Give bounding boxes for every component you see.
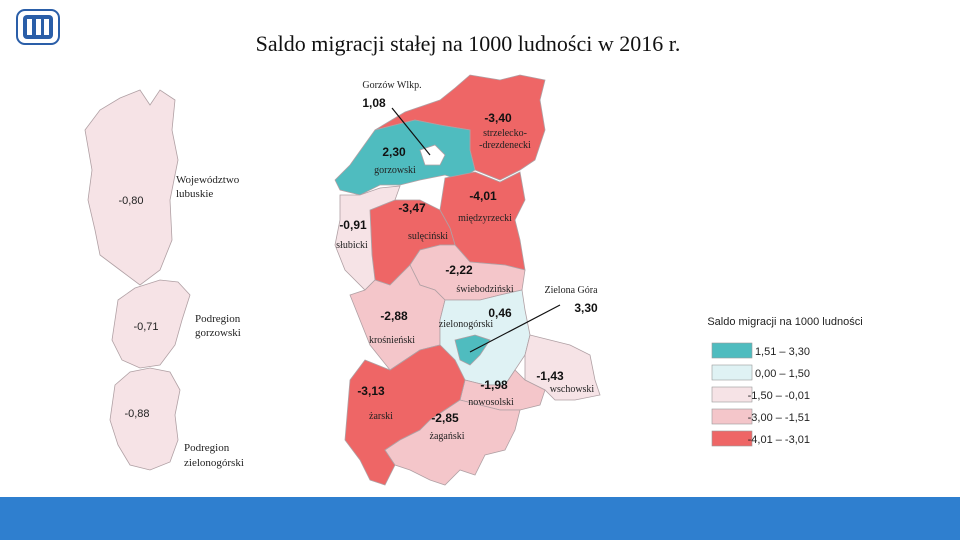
region-name: słubicki: [336, 240, 368, 251]
legend-title: Saldo migracji na 1000 ludności: [707, 316, 862, 328]
region-name: Zielona Góra: [544, 285, 598, 296]
region-value: -3,47: [398, 201, 426, 215]
overview-value: -0,88: [124, 408, 149, 420]
footer-bar: [0, 497, 960, 540]
region: [454, 334, 491, 366]
overview-value: -0,80: [118, 195, 143, 207]
legend-swatch: [711, 386, 753, 403]
leader-line: [391, 107, 431, 156]
region-name: żarski: [369, 411, 393, 422]
region-value: -2,85: [431, 411, 459, 425]
title: Saldo migracji stałej na 1000 ludności w…: [256, 31, 681, 56]
legend-label: -1,50 – -0,01: [748, 390, 810, 402]
region-value: 2,30: [382, 145, 406, 159]
overview-label: Podregion: [195, 313, 241, 325]
region-name: żagański: [430, 431, 465, 442]
overview-label: zielonogórski: [184, 457, 244, 469]
region-name: międzyrzecki: [458, 213, 512, 224]
region-name: świebodziński: [456, 284, 513, 295]
region-map: [334, 74, 601, 486]
region-value: -3,13: [357, 384, 385, 398]
region: [524, 334, 601, 401]
region-name: strzelecko-: [483, 128, 527, 139]
overview-map: [111, 279, 191, 369]
region-name: Gorzów Wlkp.: [362, 80, 421, 91]
region-name: wschowski: [550, 384, 595, 395]
legend-swatch: [711, 430, 753, 447]
overview-label: Województwo: [176, 174, 240, 186]
overview-value: -0,71: [133, 321, 158, 333]
region-value: 3,30: [574, 301, 598, 315]
legend-label: -4,01 – -3,01: [748, 434, 810, 446]
region-name: nowosolski: [468, 397, 514, 408]
region-value: -2,88: [380, 309, 408, 323]
region-value: -1,43: [536, 369, 564, 383]
leader-line: [469, 304, 561, 353]
region: [334, 185, 401, 291]
region: [384, 399, 521, 486]
region-value: 0,46: [488, 306, 512, 320]
region-value: -1,98: [480, 378, 508, 392]
region-value: -0,91: [339, 218, 367, 232]
legend-label: 0,00 – 1,50: [755, 368, 810, 380]
overview-label: lubuskie: [176, 188, 213, 200]
region-name: -drezdenecki: [479, 140, 531, 151]
logo: [16, 9, 60, 45]
region-name: sulęciński: [408, 231, 448, 242]
region-name: zielonogórski: [439, 319, 494, 330]
legend-label: 1,51 – 3,30: [755, 346, 810, 358]
legend-label: -3,00 – -1,51: [748, 412, 810, 424]
region-value: 1,08: [362, 96, 386, 110]
legend-swatch: [711, 408, 753, 425]
overview-map: [84, 89, 179, 286]
region-value: -4,01: [469, 189, 497, 203]
legend: Saldo migracji na 1000 ludności 1,51 – 3…: [707, 316, 863, 447]
overview-label: gorzowski: [195, 327, 241, 339]
legend-swatch: [711, 364, 753, 381]
overview-label: Podregion: [184, 442, 230, 454]
legend-swatch: [711, 342, 753, 359]
region-name: gorzowski: [374, 165, 416, 176]
region-value: -3,40: [484, 111, 512, 125]
region-value: -2,22: [445, 263, 473, 277]
overview-map: [109, 367, 181, 471]
region-name: krośnieński: [369, 335, 415, 346]
